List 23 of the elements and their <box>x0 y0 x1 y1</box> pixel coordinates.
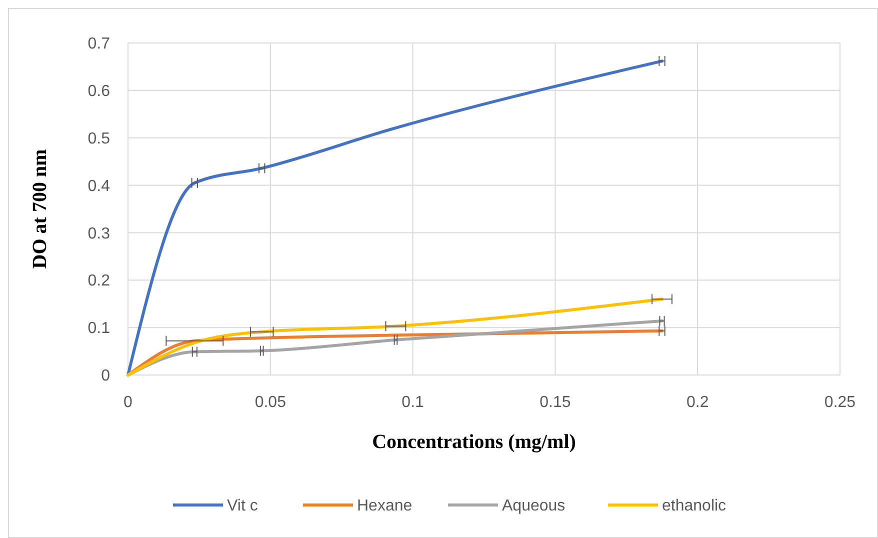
x-axis-title: Concentrations (mg/ml) <box>372 431 576 453</box>
y-tick-label: 0.2 <box>88 272 110 290</box>
line-series <box>126 60 664 376</box>
y-tick-label: 0 <box>101 368 110 385</box>
x-tick-label: 0.2 <box>686 394 709 411</box>
line-series <box>126 298 664 376</box>
x-tick-label: 0.15 <box>540 394 571 411</box>
legend-label: Aqueous <box>502 498 566 515</box>
legend-label: Vit c <box>227 498 258 515</box>
y-tick-label: 0.7 <box>88 36 110 53</box>
y-axis-title: DO at 700 nm <box>29 148 51 269</box>
line-series <box>126 319 664 376</box>
x-tick-label: 0 <box>124 394 133 411</box>
legend-label: Hexane <box>357 498 412 515</box>
x-tick-label: 0.1 <box>402 394 424 411</box>
x-tick-label: 0.05 <box>254 394 286 411</box>
y-tick-label: 0.1 <box>88 320 110 338</box>
y-tick-label: 0.5 <box>88 130 110 148</box>
y-tick-label: 0.6 <box>88 83 110 100</box>
x-tick-label: 0.25 <box>824 394 856 411</box>
legend-label: ethanolic <box>662 498 726 515</box>
y-tick-label: 0.3 <box>88 225 110 242</box>
y-tick-label: 0.4 <box>88 178 110 195</box>
